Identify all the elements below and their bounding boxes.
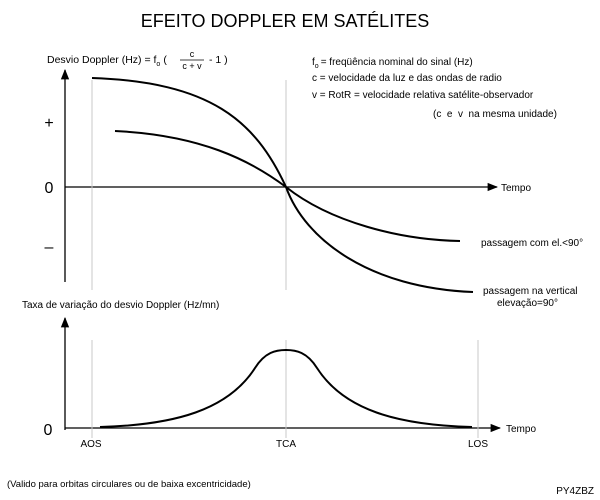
bottom-zero-label: 0 [44, 422, 53, 439]
signature: PY4ZBZ [556, 486, 594, 497]
legend-c: c = velocidade da luz e das ondas de rad… [312, 73, 502, 84]
low-pass-label: passagem com el.<90° [481, 238, 583, 249]
curve-low-pass [114, 130, 461, 242]
curve-doppler-rate [99, 348, 473, 428]
top-zero-label: 0 [45, 180, 54, 197]
ylabel-tail: - 1 ) [209, 54, 228, 66]
los-label: LOS [468, 439, 488, 450]
top-minus-label: – [45, 239, 54, 256]
bottom-y-axis-label: Taxa de variação do desvio Doppler (Hz/m… [22, 300, 219, 311]
legend-fo: fo = freqüência nominal do sinal (Hz) [312, 57, 473, 70]
top-y-axis-label: Desvio Doppler (Hz) = fo( [47, 54, 167, 68]
tca-label: TCA [276, 439, 296, 450]
aos-label: AOS [80, 439, 101, 450]
legend-units: (c e v na mesma unidade) [433, 109, 557, 120]
diagram-title: EFEITO DOPPLER EM SATÉLITES [141, 11, 429, 31]
top-time-label: Tempo [501, 183, 531, 194]
vertical-pass-label-2: elevação=90° [497, 298, 558, 309]
vertical-pass-label-1: passagem na vertical [483, 286, 578, 297]
fraction-denominator: c + v [182, 61, 202, 71]
fraction-numerator: c [190, 49, 195, 59]
top-plus-label: + [44, 115, 53, 132]
footnote: (Valido para orbitas circulares ou de ba… [7, 479, 251, 490]
legend-v: v = RotR = velocidade relativa satélite-… [312, 90, 534, 101]
bottom-time-label: Tempo [506, 424, 536, 435]
